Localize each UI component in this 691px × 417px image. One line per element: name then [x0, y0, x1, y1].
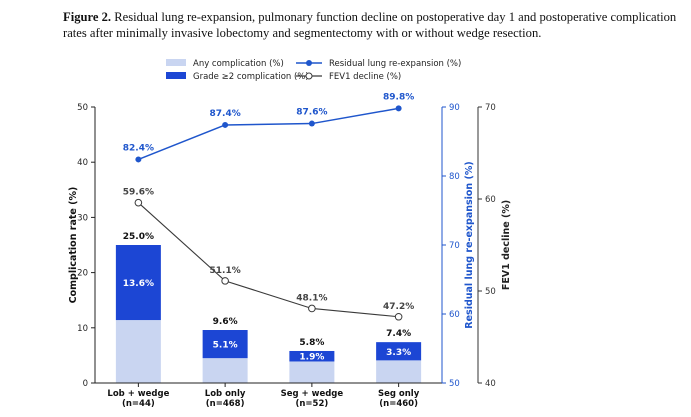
bar-total-value-label: 25.0% [123, 232, 154, 242]
x-axis-category-label: Seg + wedge [281, 389, 344, 399]
point-residual-reexpansion [222, 121, 229, 128]
right-axis-reexpansion-tick-label: 80 [449, 172, 460, 182]
figure-caption-text: Residual lung re-expansion, pulmonary fu… [63, 10, 677, 40]
label-fev1-decline: 51.1% [210, 266, 241, 276]
right-axis-reexpansion-tick-label: 60 [449, 310, 460, 320]
x-axis-category-label: (n=468) [206, 399, 245, 409]
label-fev1-decline: 47.2% [383, 302, 414, 312]
bar-any-complication [115, 320, 161, 383]
right-axis-reexpansion-tick-label: 90 [449, 103, 460, 113]
x-axis-category-label: (n=52) [295, 399, 328, 409]
right-axis-fev1-tick-label: 70 [485, 103, 496, 113]
point-fev1-decline [134, 198, 143, 207]
line-fev1-decline [138, 202, 399, 318]
left-axis-tick-label: 50 [77, 103, 88, 113]
legend-marker-fev1-decline [305, 72, 313, 80]
left-axis-tick-label: 10 [77, 324, 88, 334]
bar-total-value-label: 5.8% [299, 338, 324, 348]
figure-caption: Figure 2. Residual lung re-expansion, pu… [63, 9, 683, 41]
bar-grade2-complication [202, 330, 248, 359]
x-axis-category-label: (n=44) [122, 399, 155, 409]
point-residual-reexpansion [395, 105, 402, 112]
bar-grade2-complication [115, 245, 161, 321]
right-axis-reexpansion-tick-label: 50 [449, 379, 460, 389]
line-residual-reexpansion [138, 107, 399, 161]
label-residual-reexpansion: 82.4% [123, 143, 154, 153]
legend-marker-residual-reexpansion [306, 60, 312, 66]
bar-grade2-value-label: 1.9% [299, 353, 324, 363]
right-axis-reexpansion-tick-label: 70 [449, 241, 460, 251]
label-fev1-decline: 48.1% [296, 293, 327, 303]
left-axis-tick-label: 30 [77, 213, 88, 223]
label-residual-reexpansion: 89.8% [383, 92, 414, 102]
x-axis-category-label: Lob + wedge [107, 389, 169, 399]
left-axis-tick-label: 20 [77, 269, 88, 279]
bar-any-complication [289, 361, 335, 383]
right-axis-fev1-tick-label: 50 [485, 287, 496, 297]
bar-grade2-complication [289, 350, 335, 362]
right-axis-fev1-tick-label: 60 [485, 195, 496, 205]
point-residual-reexpansion [308, 120, 315, 127]
point-residual-reexpansion [135, 156, 142, 163]
legend-label-any-complication: Any complication (%) [193, 59, 284, 69]
bar-total-value-label: 9.6% [213, 317, 238, 327]
right-axis-fev1-tick-label: 40 [485, 379, 496, 389]
label-fev1-decline: 59.6% [123, 188, 154, 198]
point-fev1-decline [394, 312, 403, 321]
point-fev1-decline [221, 277, 229, 285]
x-axis-category-label: Lob only [205, 389, 246, 399]
x-axis-category-label: (n=460) [379, 399, 418, 409]
bar-any-complication [376, 360, 422, 383]
legend-label-fev1-decline: FEV1 decline (%) [329, 72, 401, 82]
legend-swatch-grade2-complication [166, 72, 186, 79]
left-axis-tick-label: 0 [83, 379, 88, 389]
legend-label-grade2-complication: Grade ≥2 complication (%) [193, 72, 309, 82]
left-axis-title: Complication rate (%) [68, 187, 79, 304]
legend-swatch-any-complication [166, 59, 186, 66]
right-axis-reexpansion-title: Residual lung re-expansion (%) [464, 161, 475, 328]
bar-grade2-value-label: 3.3% [386, 348, 411, 358]
bar-grade2-value-label: 5.1% [213, 341, 238, 351]
bar-grade2-value-label: 13.6% [123, 279, 154, 289]
bar-grade2-complication [376, 342, 422, 361]
label-residual-reexpansion: 87.4% [210, 109, 241, 119]
legend-label-residual-reexpansion: Residual lung re-expansion (%) [329, 59, 461, 69]
right-axis-fev1-title: FEV1 decline (%) [501, 200, 512, 290]
left-axis-tick-label: 40 [77, 158, 88, 168]
point-fev1-decline [308, 304, 316, 313]
bar-total-value-label: 7.4% [386, 329, 411, 339]
bar-any-complication [202, 358, 248, 383]
label-residual-reexpansion: 87.6% [296, 108, 327, 118]
x-axis-category-label: Seg only [378, 389, 420, 399]
figure-label: Figure 2. [63, 10, 112, 24]
